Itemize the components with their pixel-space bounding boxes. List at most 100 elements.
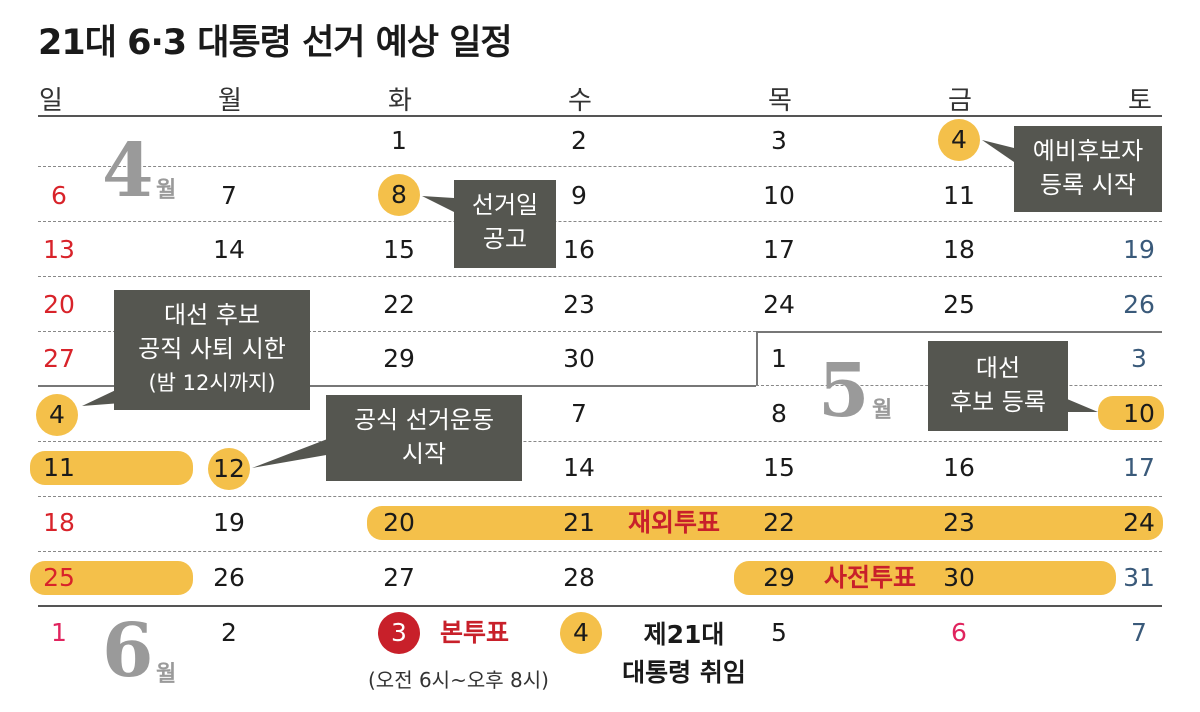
- date-cell: 24: [763, 290, 795, 319]
- date-cell: 11: [43, 453, 75, 482]
- date-cell: 8: [771, 399, 787, 428]
- date-cell: 17: [763, 235, 795, 264]
- weekday-mon: 월: [218, 86, 242, 116]
- weekday-sun: 일: [39, 86, 63, 116]
- overseas-voting-bar: [367, 506, 1163, 540]
- date-cell: 11: [943, 181, 975, 210]
- callout-text: (밤 12시까지): [148, 371, 276, 395]
- month-suffix: 월: [872, 398, 893, 423]
- early-voting-label: 사전투표: [824, 563, 917, 592]
- date-cell: 23: [563, 290, 595, 319]
- callout-text: 등록 시작: [1040, 171, 1136, 199]
- date-cell: 1: [51, 618, 67, 647]
- date-cell: 14: [213, 235, 245, 264]
- date-cell: 15: [763, 453, 795, 482]
- main-voting-hours: (오전 6시~오후 8시): [368, 668, 549, 692]
- callout-text: 선거일: [471, 191, 539, 219]
- month-suffix: 월: [156, 662, 177, 687]
- date-cell: 29: [383, 344, 415, 373]
- election-day-marker: [378, 612, 420, 654]
- announcement-marker: [378, 174, 420, 216]
- date-cell: 29: [763, 563, 795, 592]
- grid-top-line: [38, 115, 1162, 117]
- april-end-line: [38, 385, 756, 387]
- date-cell: 31: [1123, 563, 1155, 592]
- date-cell: 7: [1131, 618, 1147, 647]
- date-cell: 27: [383, 563, 415, 592]
- month-june: 6: [102, 608, 154, 694]
- grid-line: [38, 551, 1162, 552]
- date-cell: 1: [391, 126, 407, 155]
- callout-text: 예비후보자: [1032, 137, 1144, 165]
- date-cell: 25: [43, 563, 75, 592]
- date-cell: 8: [391, 180, 407, 209]
- date-cell: 3: [771, 126, 787, 155]
- date-cell: 26: [213, 563, 245, 592]
- date-cell: 10: [763, 181, 795, 210]
- date-cell: 23: [943, 508, 975, 537]
- registration-bar: [1098, 396, 1164, 430]
- date-cell: 30: [563, 344, 595, 373]
- callout-text: 대선 후보: [164, 301, 260, 329]
- callout-text: 공직 사퇴 시한: [138, 335, 286, 363]
- inauguration-marker: [560, 612, 602, 654]
- date-cell: 18: [943, 235, 975, 264]
- date-cell: 28: [563, 563, 595, 592]
- grid-line: [38, 276, 1162, 277]
- date-cell: 10: [1123, 399, 1155, 428]
- callout-text: 후보 등록: [950, 388, 1046, 416]
- date-cell: 22: [383, 290, 415, 319]
- overseas-voting-label: 재외투표: [628, 508, 721, 537]
- callout-text: 대선: [975, 354, 1021, 382]
- date-cell: 22: [763, 508, 795, 537]
- date-cell: 9: [571, 181, 587, 210]
- date-cell: 3: [391, 618, 407, 647]
- weekday-sat: 토: [1128, 86, 1152, 116]
- grid-line: [38, 496, 1162, 497]
- weekday-tue: 화: [388, 86, 412, 116]
- highlight-bar: [30, 561, 193, 595]
- callout-text: 공식 선거운동: [353, 406, 495, 434]
- date-cell: 4: [951, 125, 967, 154]
- date-cell: 19: [1123, 235, 1155, 264]
- june-start-line: [38, 605, 1162, 607]
- date-cell: 12: [213, 454, 245, 483]
- date-cell: 4: [573, 618, 589, 647]
- may-start-line-vertical: [756, 331, 758, 385]
- date-cell: 4: [49, 400, 65, 429]
- date-cell: 19: [213, 508, 245, 537]
- early-voting-bar: [734, 561, 1116, 595]
- grid-line: [38, 221, 1162, 222]
- date-cell: 21: [563, 508, 595, 537]
- date-cell: 15: [383, 235, 415, 264]
- date-cell: 16: [943, 453, 975, 482]
- date-cell: 2: [571, 126, 587, 155]
- date-cell: 3: [1131, 344, 1147, 373]
- callout-resign-deadline: 대선 후보 공직 사퇴 시한 (밤 12시까지): [114, 290, 310, 410]
- date-cell: 25: [943, 290, 975, 319]
- date-cell: 7: [571, 399, 587, 428]
- campaign-start-marker: [208, 448, 250, 490]
- date-cell: 5: [771, 618, 787, 647]
- weekday-wed: 수: [568, 86, 592, 116]
- date-cell: 13: [43, 235, 75, 264]
- date-cell: 20: [43, 290, 75, 319]
- callout-campaign-start: 공식 선거운동 시작: [326, 395, 522, 481]
- preliminary-registration-marker: [938, 119, 980, 161]
- grid-line: [38, 441, 1162, 442]
- inauguration-label-line1: 제21대: [643, 620, 725, 649]
- date-cell: 17: [1123, 453, 1155, 482]
- weekday-thu: 목: [768, 86, 792, 116]
- month-suffix: 월: [156, 178, 177, 203]
- date-cell: 27: [43, 344, 75, 373]
- weekday-fri: 금: [948, 86, 972, 116]
- date-cell: 26: [1123, 290, 1155, 319]
- date-cell: 20: [383, 508, 415, 537]
- date-cell: 14: [563, 453, 595, 482]
- date-cell: 2: [221, 618, 237, 647]
- inauguration-label-line2: 대통령 취임: [622, 658, 746, 687]
- date-cell: 6: [51, 181, 67, 210]
- page-title: 21대 6·3 대통령 선거 예상 일정: [38, 23, 513, 63]
- month-april: 4: [102, 128, 154, 214]
- main-voting-label: 본투표: [440, 618, 510, 647]
